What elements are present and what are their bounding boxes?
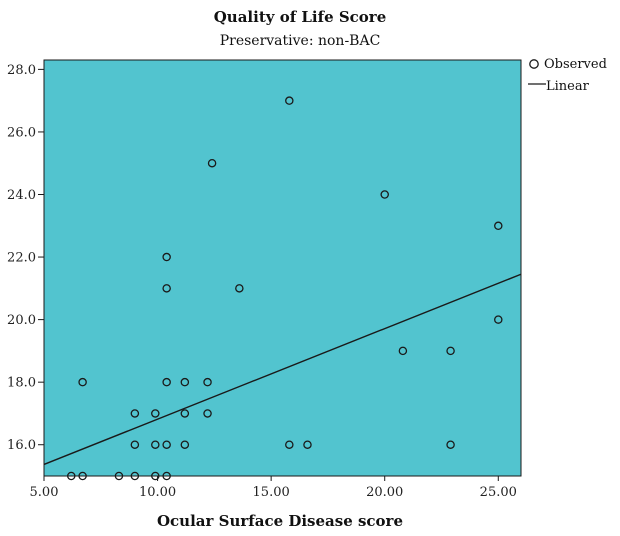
y-tick-label: 22.0	[7, 251, 36, 266]
observed-point	[207, 158, 217, 168]
legend-linear-label: Linear	[546, 79, 590, 94]
observed-point	[162, 252, 171, 262]
x-tick-label: 15.00	[253, 485, 290, 500]
observed-point	[162, 284, 171, 293]
observed-point	[180, 409, 190, 418]
y-tick-label: 18.0	[7, 376, 36, 391]
observed-point	[303, 440, 312, 449]
observed-point	[180, 440, 190, 449]
x-axis-label: Ocular Surface Disease score	[157, 512, 403, 530]
observed-point	[162, 440, 171, 449]
observed-point	[130, 409, 140, 418]
chart-subtitle: Preservative: non-BAC	[220, 33, 381, 49]
observed-point	[78, 471, 87, 481]
x-tick-label: 25.00	[480, 485, 517, 500]
observed-point	[494, 315, 503, 324]
x-tick-label: 20.00	[366, 485, 403, 500]
x-tick-label: 5.00	[30, 485, 59, 500]
observed-point	[285, 440, 294, 449]
observed-point	[494, 221, 503, 231]
observed-point	[114, 471, 124, 481]
observed-point	[235, 284, 244, 293]
observed-point	[162, 471, 171, 481]
chart-title: Quality of Life Score	[214, 8, 387, 26]
observed-point	[162, 377, 171, 387]
observed-point	[203, 409, 212, 418]
x-tick-label: 10.00	[139, 485, 176, 500]
observed-point	[78, 377, 87, 387]
observed-point	[151, 440, 160, 449]
y-tick-label: 24.0	[7, 188, 36, 203]
observed-point	[203, 377, 212, 387]
observed-point	[130, 471, 140, 481]
data-point-layer	[67, 96, 503, 481]
observed-point	[380, 190, 389, 199]
observed-point	[151, 471, 160, 481]
y-tick-label: 20.0	[7, 313, 36, 328]
observed-point	[446, 440, 455, 449]
observed-point	[446, 346, 455, 356]
observed-point	[398, 346, 408, 356]
legend-observed-label: Observed	[544, 57, 607, 72]
observed-point	[285, 96, 294, 105]
x-axis: 5.00 10.00 15.00 20.00 25.00	[30, 476, 517, 500]
y-tick-label: 16.0	[7, 438, 36, 453]
observed-point	[151, 409, 160, 418]
y-tick-label: 28.0	[7, 63, 36, 78]
legend: Observed Linear	[528, 57, 607, 94]
legend-observed-marker	[529, 59, 539, 69]
y-axis: 16.0 18.0 20.0 22.0 24.0 26.0 28.0	[7, 63, 44, 453]
observed-point	[130, 440, 140, 449]
fit-line-layer	[43, 273, 522, 466]
observed-point	[180, 377, 190, 387]
linear-fit-line	[43, 273, 522, 466]
observed-point	[67, 471, 76, 481]
plot-area	[43, 59, 522, 477]
y-tick-label: 26.0	[7, 125, 36, 140]
